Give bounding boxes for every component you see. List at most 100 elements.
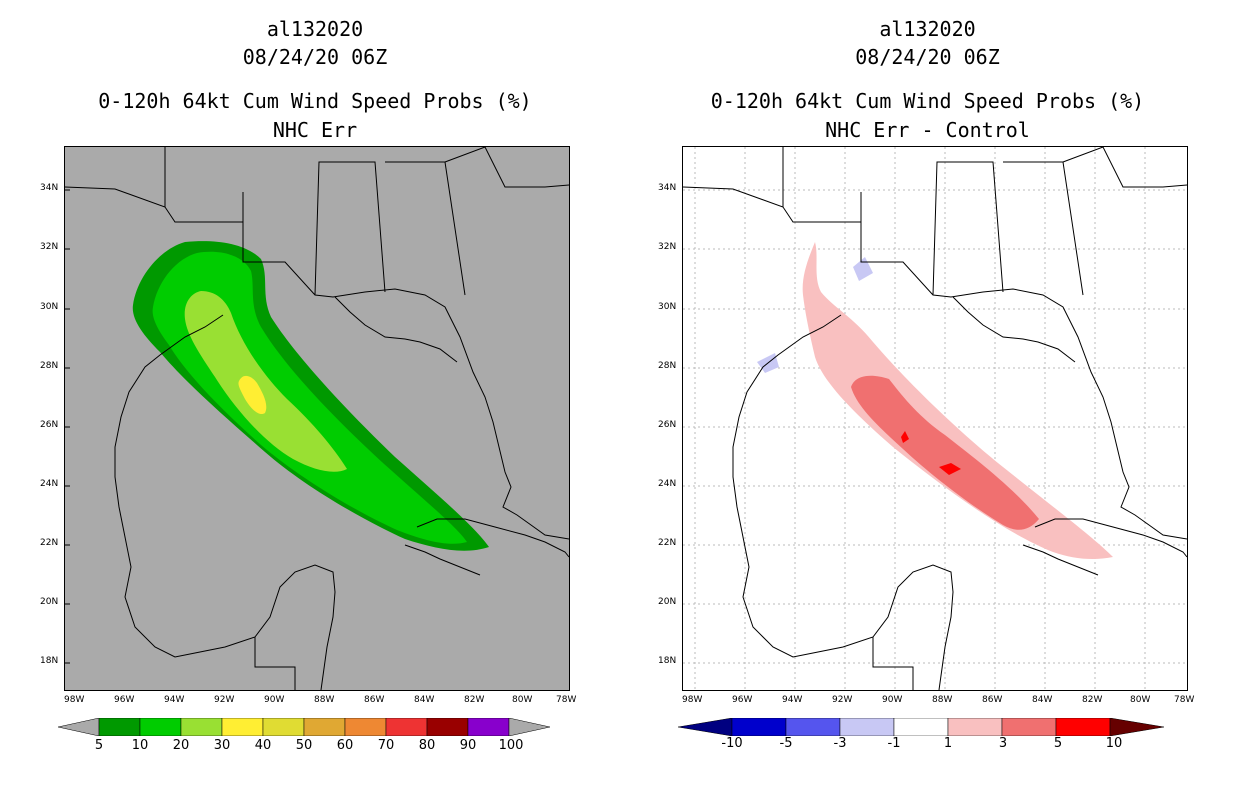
right-datetime: 08/24/20 06Z [855,45,1000,69]
left-colorbar-arrow-right [508,718,551,736]
right-colorbar-box [731,718,787,736]
right-colorbar-box [1001,718,1057,736]
left-colorbar-label: 40 [254,738,272,753]
left-datetime: 08/24/20 06Z [242,45,388,69]
left-colorbar-label: 30 [213,738,231,753]
diff-contour-3-to-5 [851,375,1039,530]
left-xtick: 90W [264,695,285,705]
diff-contour-5-to-10-b [939,463,961,475]
right-map [682,146,1188,691]
diff-contour-neg-a [853,257,873,281]
right-ytick: 24N [658,479,677,489]
left-colorbar-box [221,718,264,736]
left-ytick: 32N [40,242,59,252]
right-ytick: 26N [658,420,677,430]
right-ytick: 18N [658,656,677,666]
left-colorbar-label: 90 [459,738,477,753]
right-title: 0-120h 64kt Cum Wind Speed Probs (%) [710,89,1145,113]
left-xtick: 98W [64,695,85,705]
right-xtick: 98W [682,695,703,705]
right-map-svg [683,147,1187,690]
left-map [64,146,570,691]
right-colorbar-label: -5 [779,736,793,751]
left-xtick: 84W [414,695,435,705]
left-map-svg [65,147,569,690]
left-xtick: 92W [214,695,235,705]
right-xtick: 96W [732,695,753,705]
diff-contour-5-to-10-a [901,431,909,443]
right-ytick: 20N [658,597,677,607]
right-colorbar-box [1055,718,1111,736]
left-colorbar-label: 100 [498,738,524,753]
left-colorbar-box [303,718,346,736]
left-xtick: 86W [364,695,385,705]
left-subtitle: NHC Err [272,118,358,142]
right-ytick: 32N [658,242,677,252]
left-storm-id: al132020 [266,17,364,41]
prob-contour-30 [238,375,267,415]
right-colorbar-label: 1 [943,736,953,751]
right-colorbar [677,718,1165,736]
right-colorbar-label: -3 [833,736,847,751]
left-colorbar-label: 5 [94,738,104,753]
right-colorbar-label: -10 [721,736,743,751]
right-storm-id: al132020 [879,17,976,41]
right-xtick: 92W [832,695,853,705]
left-colorbar [58,718,551,736]
left-title: 0-120h 64kt Cum Wind Speed Probs (%) [98,89,532,113]
right-colorbar-box [839,718,895,736]
left-colorbar-box [344,718,387,736]
left-xtick: 82W [464,695,485,705]
right-xtick: 80W [1130,695,1151,705]
right-coastline [683,147,1187,690]
left-ytick: 24N [40,479,59,489]
left-xtick: 80W [512,695,533,705]
right-ytick: 28N [658,361,677,371]
left-colorbar-box [139,718,182,736]
left-xtick: 94W [164,695,185,705]
left-colorbar-label: 80 [418,738,436,753]
right-xtick: 82W [1082,695,1103,705]
left-grid-ticks [65,189,70,664]
left-ytick: 28N [40,361,59,371]
left-ytick: 34N [40,183,59,193]
left-colorbar-label: 20 [172,738,190,753]
right-ytick: 22N [658,538,677,548]
left-colorbar-label: 70 [377,738,395,753]
left-colorbar-label: 50 [295,738,313,753]
right-colorbar-label: 10 [1105,736,1123,751]
left-ytick: 20N [40,597,59,607]
left-colorbar-box [262,718,305,736]
left-ytick: 22N [40,538,59,548]
right-ytick: 34N [658,183,677,193]
right-xtick: 78W [1174,695,1195,705]
right-gridlines [683,147,1187,690]
left-colorbar-box [426,718,469,736]
left-xtick: 78W [556,695,577,705]
left-xtick: 88W [314,695,335,705]
right-xtick: 86W [982,695,1003,705]
right-colorbar-label: 5 [1053,736,1063,751]
right-xtick: 84W [1032,695,1053,705]
right-colorbar-label: 3 [998,736,1008,751]
right-colorbar-box [785,718,841,736]
right-colorbar-box [893,718,949,736]
right-xtick: 88W [932,695,953,705]
right-colorbar-arrow-left [677,718,733,736]
right-colorbar-arrow-right [1109,718,1165,736]
right-colorbar-label: -1 [887,736,901,751]
prob-contour-20 [184,291,347,472]
right-ytick: 30N [658,302,677,312]
left-colorbar-box [98,718,141,736]
right-colorbar-box [947,718,1003,736]
left-colorbar-box [467,718,510,736]
left-colorbar-arrow-left [58,718,100,736]
left-ytick: 26N [40,420,59,430]
left-colorbar-box [385,718,428,736]
left-colorbar-label: 10 [131,738,149,753]
right-xtick: 90W [882,695,903,705]
left-ytick: 18N [40,656,59,666]
left-xtick: 96W [114,695,135,705]
left-colorbar-label: 60 [336,738,354,753]
left-colorbar-box [180,718,223,736]
